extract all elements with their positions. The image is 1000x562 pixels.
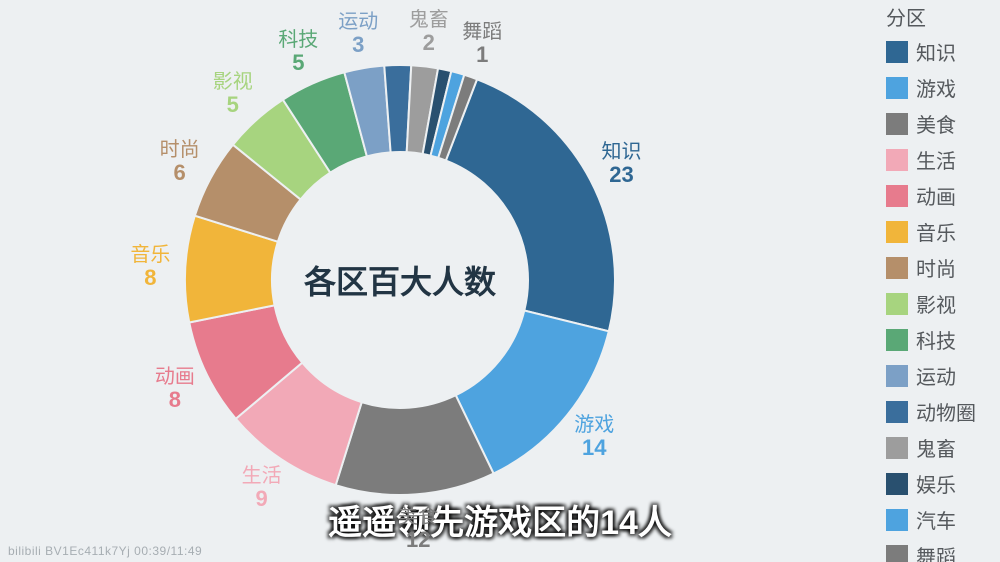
legend-label: 生活	[916, 145, 956, 174]
legend-swatch	[886, 257, 908, 279]
legend-swatch	[886, 113, 908, 135]
legend-swatch	[886, 293, 908, 315]
legend-title: 分区	[886, 2, 976, 31]
video-subtitle: 遥遥领先游戏区的14人	[328, 495, 672, 544]
legend-swatch	[886, 41, 908, 63]
legend-label: 影视	[916, 289, 956, 318]
legend-row-影视: 影视	[886, 289, 976, 318]
legend-label: 动物圈	[916, 397, 976, 426]
legend-swatch	[886, 509, 908, 531]
legend-swatch	[886, 473, 908, 495]
legend-row-动物圈: 动物圈	[886, 397, 976, 426]
legend-swatch	[886, 329, 908, 351]
legend-label: 知识	[916, 37, 956, 66]
legend-row-生活: 生活	[886, 145, 976, 174]
legend-label: 美食	[916, 109, 956, 138]
legend-row-知识: 知识	[886, 37, 976, 66]
legend-row-时尚: 时尚	[886, 253, 976, 282]
donut-chart	[0, 0, 1000, 562]
legend-swatch	[886, 437, 908, 459]
legend-row-游戏: 游戏	[886, 73, 976, 102]
legend: 分区 知识游戏美食生活动画音乐时尚影视科技运动动物圈鬼畜娱乐汽车舞蹈	[886, 2, 976, 562]
chart-stage: 各区百大人数 分区 知识游戏美食生活动画音乐时尚影视科技运动动物圈鬼畜娱乐汽车舞…	[0, 0, 1000, 562]
legend-label: 时尚	[916, 253, 956, 282]
legend-swatch	[886, 77, 908, 99]
legend-row-科技: 科技	[886, 325, 976, 354]
legend-swatch	[886, 401, 908, 423]
legend-label: 鬼畜	[916, 433, 956, 462]
legend-row-鬼畜: 鬼畜	[886, 433, 976, 462]
legend-label: 科技	[916, 325, 956, 354]
legend-label: 汽车	[916, 505, 956, 534]
legend-swatch	[886, 365, 908, 387]
legend-label: 舞蹈	[916, 541, 956, 562]
legend-row-动画: 动画	[886, 181, 976, 210]
legend-label: 动画	[916, 181, 956, 210]
legend-swatch	[886, 149, 908, 171]
legend-swatch	[886, 221, 908, 243]
legend-row-音乐: 音乐	[886, 217, 976, 246]
legend-row-运动: 运动	[886, 361, 976, 390]
legend-row-美食: 美食	[886, 109, 976, 138]
legend-label: 音乐	[916, 217, 956, 246]
legend-items: 知识游戏美食生活动画音乐时尚影视科技运动动物圈鬼畜娱乐汽车舞蹈	[886, 37, 976, 562]
legend-swatch	[886, 185, 908, 207]
watermark: bilibili BV1Ec411k7Yj 00:39/11:49	[8, 544, 202, 558]
legend-row-娱乐: 娱乐	[886, 469, 976, 498]
legend-label: 运动	[916, 361, 956, 390]
legend-label: 游戏	[916, 73, 956, 102]
legend-row-舞蹈: 舞蹈	[886, 541, 976, 562]
legend-label: 娱乐	[916, 469, 956, 498]
legend-swatch	[886, 545, 908, 562]
legend-row-汽车: 汽车	[886, 505, 976, 534]
chart-center-title: 各区百大人数	[304, 257, 496, 303]
